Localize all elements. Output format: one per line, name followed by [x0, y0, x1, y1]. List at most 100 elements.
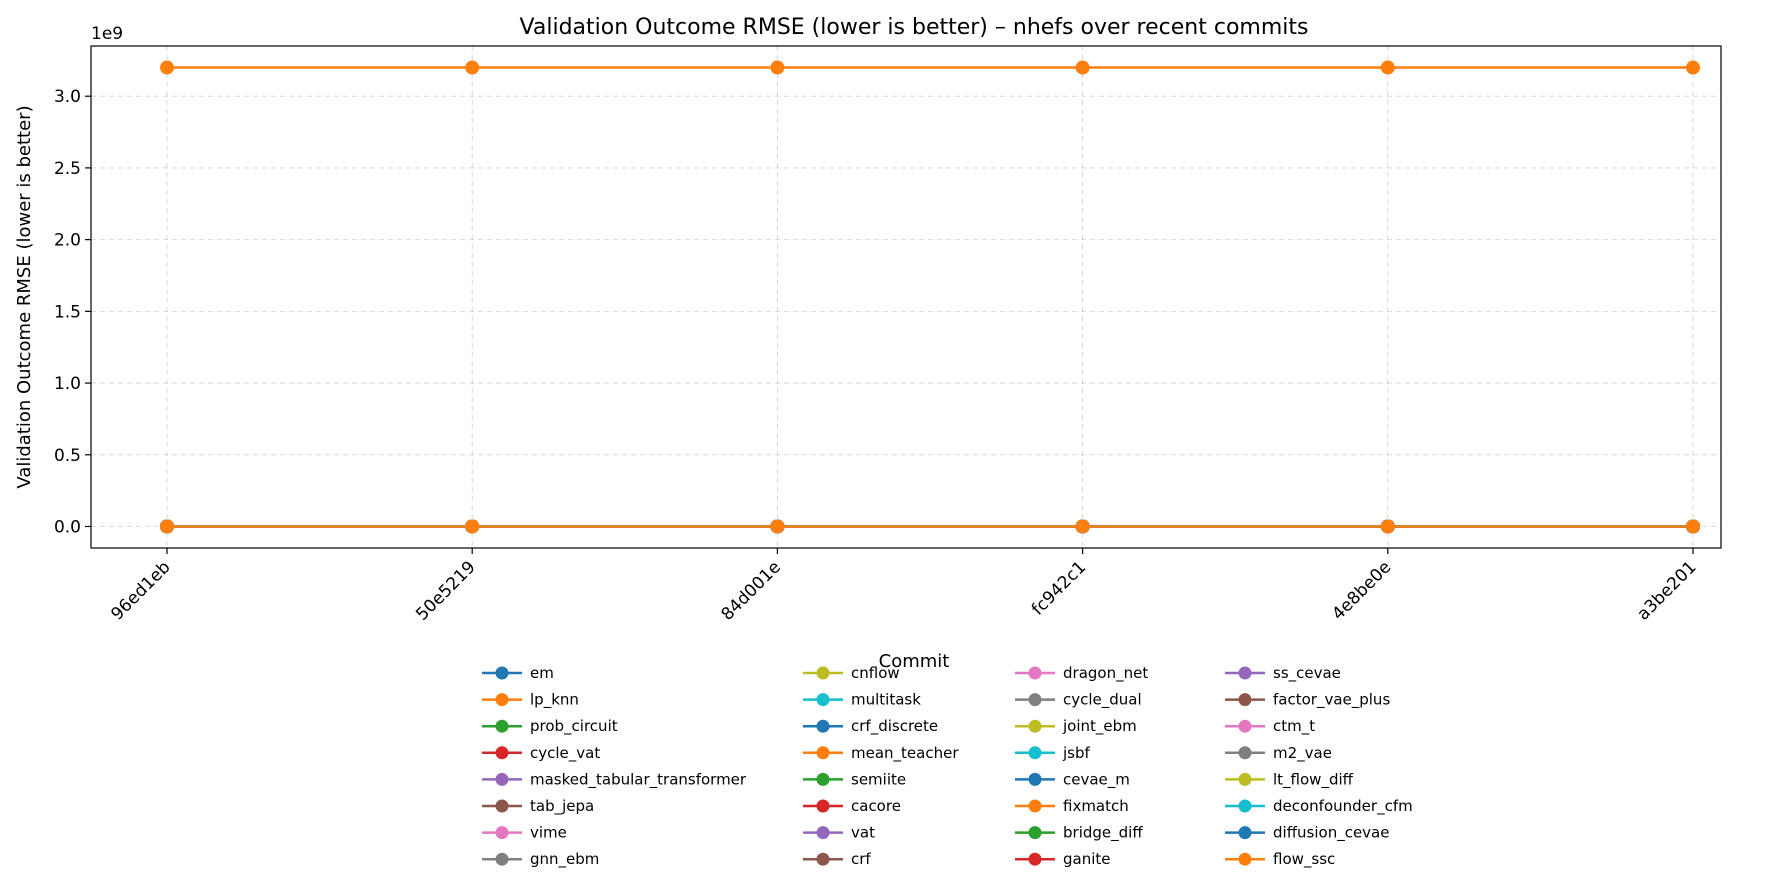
- legend-item: ctm_t: [1225, 717, 1315, 736]
- data-point: [1686, 519, 1700, 534]
- legend-marker: [1028, 826, 1042, 840]
- legend-marker: [816, 799, 830, 813]
- legend-item: cycle_dual: [1015, 691, 1142, 710]
- legend-label: cycle_dual: [1063, 691, 1142, 710]
- legend-marker: [495, 799, 509, 813]
- legend-item: vime: [482, 824, 567, 842]
- legend-item: masked_tabular_transformer: [482, 770, 747, 789]
- legend-item: semiite: [803, 770, 906, 788]
- legend-marker: [816, 826, 830, 840]
- legend-label: prob_circuit: [530, 717, 618, 736]
- legend-marker: [1238, 826, 1252, 840]
- legend-label: m2_vae: [1273, 744, 1332, 763]
- legend-item: dragon_net: [1015, 664, 1148, 683]
- data-point: [1075, 519, 1090, 534]
- legend-item: deconfounder_cfm: [1225, 797, 1413, 816]
- legend-item: vat: [803, 824, 875, 842]
- legend-marker: [1028, 719, 1042, 733]
- legend-item: ss_cevae: [1225, 664, 1341, 683]
- legend-marker: [495, 772, 509, 786]
- legend-label: cevae_m: [1063, 770, 1130, 789]
- legend-label: cycle_vat: [530, 744, 600, 763]
- legend-item: factor_vae_plus: [1225, 691, 1390, 710]
- y-tick-label: 0.5: [54, 446, 81, 466]
- legend-item: em: [482, 664, 554, 682]
- legend-marker: [495, 852, 509, 866]
- legend-marker: [816, 666, 830, 680]
- series-flow_ssc: [160, 519, 1700, 534]
- legend-label: ss_cevae: [1273, 664, 1341, 683]
- legend-item: flow_ssc: [1225, 850, 1335, 869]
- legend-marker: [1238, 852, 1252, 866]
- data-point: [770, 519, 785, 534]
- legend-label: mean_teacher: [851, 744, 959, 763]
- legend-item: ganite: [1015, 850, 1111, 868]
- legend-label: crf: [851, 850, 871, 868]
- legend-item: lp_knn: [482, 691, 579, 710]
- legend: em lp_knn prob_circuit cycle_vat masked_tabu…: [482, 664, 1413, 869]
- legend-item: diffusion_cevae: [1225, 824, 1389, 843]
- legend-label: gnn_ebm: [530, 850, 599, 869]
- legend-label: cacore: [851, 797, 901, 815]
- legend-item: lt_flow_diff: [1225, 770, 1354, 789]
- legend-marker: [1028, 799, 1042, 813]
- legend-label: dragon_net: [1063, 664, 1148, 683]
- data-point: [160, 519, 174, 534]
- y-tick-label: 2.0: [54, 231, 81, 251]
- legend-item: fixmatch: [1015, 797, 1129, 815]
- legend-item: gnn_ebm: [482, 850, 599, 869]
- legend-item: multitask: [803, 691, 921, 709]
- legend-item: m2_vae: [1225, 744, 1332, 763]
- legend-marker: [1238, 666, 1252, 680]
- legend-marker: [816, 719, 830, 733]
- data-point: [1380, 60, 1395, 75]
- legend-label: tab_jepa: [530, 797, 594, 816]
- legend-label: vime: [530, 824, 567, 842]
- legend-marker: [1238, 772, 1252, 786]
- legend-label: semiite: [851, 770, 906, 788]
- legend-label: lp_knn: [530, 691, 579, 710]
- legend-label: deconfounder_cfm: [1273, 797, 1413, 816]
- legend-item: prob_circuit: [482, 717, 618, 736]
- legend-label: flow_ssc: [1273, 850, 1335, 869]
- legend-label: ctm_t: [1273, 717, 1315, 736]
- y-tick-label: 1.0: [54, 374, 81, 394]
- legend-marker: [1238, 799, 1252, 813]
- legend-marker: [1238, 746, 1252, 760]
- plot-frame: [90, 45, 1722, 549]
- legend-marker: [816, 693, 830, 707]
- legend-item: cevae_m: [1015, 770, 1130, 789]
- legend-marker: [495, 826, 509, 840]
- legend-marker: [1238, 693, 1252, 707]
- legend-label: multitask: [851, 691, 921, 709]
- legend-marker: [495, 693, 509, 707]
- legend-label: diffusion_cevae: [1273, 824, 1389, 843]
- legend-label: crf_discrete: [851, 717, 938, 736]
- legend-label: factor_vae_plus: [1273, 691, 1390, 710]
- legend-item: joint_ebm: [1015, 717, 1137, 736]
- y-tick-label: 0.0: [54, 517, 81, 537]
- legend-item: bridge_diff: [1015, 824, 1143, 843]
- series-layer: [160, 60, 1700, 534]
- data-point: [465, 60, 480, 75]
- chart-title: Validation Outcome RMSE (lower is better…: [520, 15, 1309, 40]
- legend-item: crf_discrete: [803, 717, 938, 736]
- legend-label: joint_ebm: [1062, 717, 1137, 736]
- legend-item: cnflow: [803, 664, 900, 682]
- data-point: [160, 60, 174, 75]
- legend-label: masked_tabular_transformer: [530, 770, 747, 789]
- data-point: [465, 519, 480, 534]
- legend-marker: [1238, 719, 1252, 733]
- legend-item: cycle_vat: [482, 744, 600, 763]
- legend-marker: [1028, 746, 1042, 760]
- y-tick-label: 3.0: [54, 87, 81, 107]
- legend-item: crf: [803, 850, 871, 868]
- legend-marker: [1028, 772, 1042, 786]
- legend-item: cacore: [803, 797, 901, 815]
- x-axis-label: Commit: [879, 651, 950, 672]
- legend-item: jsbf: [1015, 744, 1091, 762]
- series-lp_knn: [160, 60, 1700, 75]
- y-axis-label: Validation Outcome RMSE (lower is better…: [14, 105, 35, 488]
